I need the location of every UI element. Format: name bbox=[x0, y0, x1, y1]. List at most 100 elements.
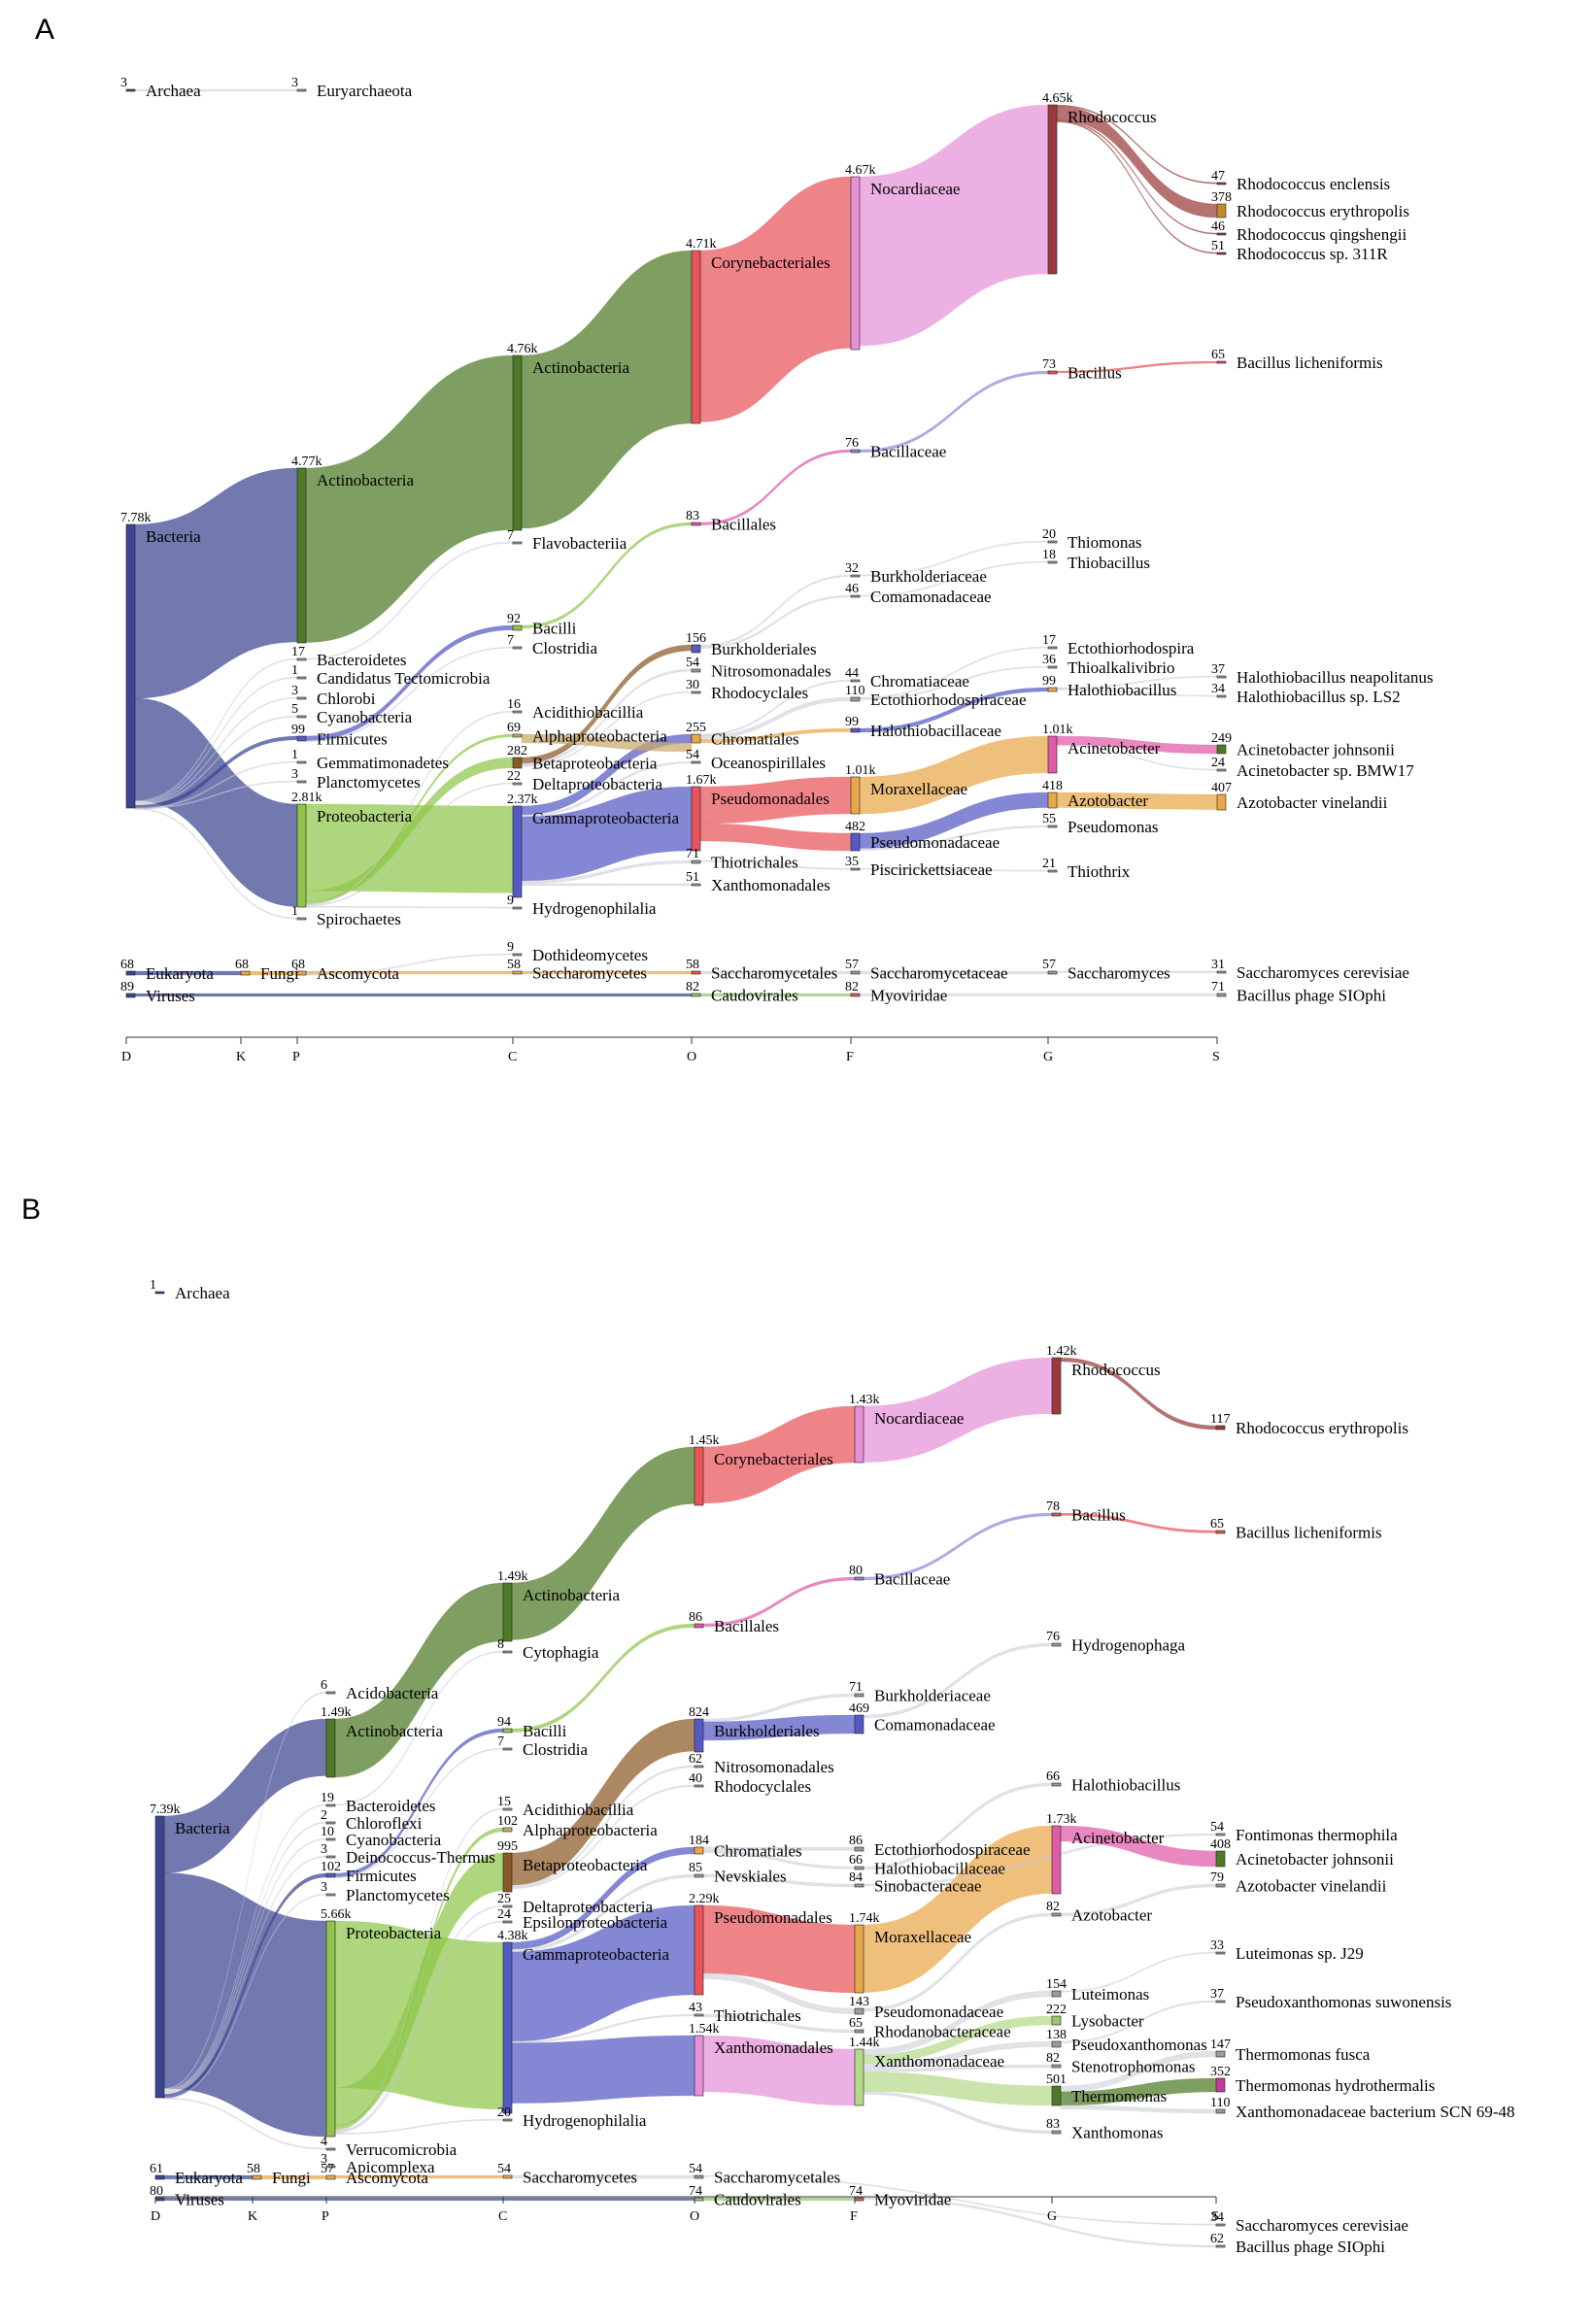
node-deino: 3 Deinococcus-Thermus bbox=[321, 1842, 495, 1867]
node-bar bbox=[1216, 793, 1227, 811]
node-value: 68 bbox=[120, 958, 134, 972]
node-bar bbox=[1215, 2108, 1226, 2114]
node-phage: 71 Bacillus phage SIOphi bbox=[1211, 980, 1386, 1005]
node-value: 58 bbox=[686, 958, 699, 972]
node-value: 46 bbox=[845, 582, 859, 596]
node-pseudoxan: 138 Pseudoxanthomonas bbox=[1046, 2028, 1207, 2054]
node-bar bbox=[512, 953, 523, 957]
node-value: 117 bbox=[1210, 1412, 1230, 1427]
node-value: 4.77k bbox=[291, 455, 322, 469]
node-bar bbox=[854, 1883, 864, 1888]
node-bar bbox=[512, 624, 523, 631]
node-nocard: 1.43k Nocardiaceae bbox=[849, 1393, 964, 1464]
node-name: Dothideomycetes bbox=[532, 946, 648, 964]
node-bar bbox=[1051, 2015, 1062, 2026]
node-bar bbox=[850, 993, 861, 997]
node-bar bbox=[691, 786, 701, 852]
node-bar bbox=[1216, 182, 1227, 185]
node-delta: 22 Deltaproteobacteria bbox=[507, 769, 662, 793]
node-value: 65 bbox=[1210, 1517, 1224, 1532]
node-name: Burkholderiales bbox=[714, 1722, 820, 1740]
node-name: Ascomycota bbox=[346, 2169, 428, 2187]
node-bar bbox=[1047, 540, 1058, 544]
node-actino_c: 1.49k Actinobacteria bbox=[497, 1569, 621, 1642]
node-bar bbox=[502, 1807, 513, 1811]
node-value: 7.39k bbox=[150, 1802, 181, 1817]
node-saccales: 54 Saccharomycetales bbox=[689, 2162, 840, 2187]
node-name: Halothiobacillus sp. LS2 bbox=[1237, 688, 1401, 706]
node-name: Xanthomonadaceae bbox=[874, 2052, 1004, 2071]
node-bar bbox=[691, 859, 701, 864]
node-name: Pseudomonadaceae bbox=[874, 2003, 1003, 2021]
node-name: Planctomycetes bbox=[317, 773, 421, 792]
node-value: 99 bbox=[291, 723, 305, 737]
node-value: 71 bbox=[849, 1680, 863, 1695]
node-coryne: 1.45k Corynebacteriales bbox=[689, 1433, 833, 1506]
node-name: Hydrogenophilalia bbox=[523, 2111, 647, 2130]
node-s_cerev: 34 Saccharomyces cerevisiae bbox=[1210, 2210, 1408, 2235]
node-name: Firmicutes bbox=[317, 730, 388, 749]
node-value: 7 bbox=[497, 1735, 504, 1749]
node-bar bbox=[1216, 768, 1227, 772]
node-bar bbox=[296, 696, 307, 700]
panel-b: B 7.39k Bacteria 1 Archaea 61 Eukaryota 80 Viru… bbox=[21, 1194, 1515, 2256]
link-xanthac-to-thermom bbox=[863, 2071, 1053, 2106]
node-bar bbox=[691, 690, 701, 694]
node-pseudoac: 143 Pseudomonadaceae bbox=[849, 1995, 1003, 2021]
node-b_lichen: 65 Bacillus licheniformis bbox=[1210, 1517, 1382, 1542]
node-name: Fontimonas thermophila bbox=[1236, 1826, 1398, 1844]
node-value: 1.54k bbox=[689, 2022, 720, 2037]
node-value: 84 bbox=[849, 1870, 863, 1885]
node-bar bbox=[502, 1827, 513, 1833]
node-bar bbox=[694, 1873, 704, 1878]
node-bar bbox=[325, 2147, 336, 2151]
node-chromat_o: 184 Chromatiales bbox=[689, 1834, 802, 1861]
node-name: Hydrogenophaga bbox=[1071, 1636, 1186, 1655]
node-bar bbox=[1047, 665, 1058, 669]
node-bacillales: 86 Bacillales bbox=[689, 1610, 779, 1635]
node-euk: 61 Eukaryota bbox=[150, 2162, 243, 2187]
node-value: 249 bbox=[1211, 731, 1232, 746]
node-eury: 3 Euryarchaeota bbox=[291, 76, 413, 100]
node-name: Actinobacteria bbox=[346, 1722, 444, 1740]
node-name: Nitrosomonadales bbox=[711, 662, 831, 681]
node-rhodanob: 65 Rhodanobacteraceae bbox=[849, 2016, 1011, 2041]
panel-b-label: B bbox=[21, 1194, 41, 1226]
node-alpha: 102 Alphaproteobacteria bbox=[497, 1814, 658, 1839]
node-value: 66 bbox=[849, 1853, 863, 1868]
node-name: Actinobacteria bbox=[317, 471, 415, 489]
node-chlorobi: 3 Chlorobi bbox=[291, 684, 376, 708]
node-value: 3 bbox=[291, 767, 298, 782]
link-coryne-to-nocard bbox=[699, 176, 852, 422]
node-value: 2 bbox=[321, 1808, 327, 1823]
node-bar bbox=[1051, 1782, 1062, 1787]
node-value: 20 bbox=[1042, 527, 1056, 542]
node-caudo: 74 Caudovirales bbox=[689, 2184, 801, 2209]
node-halothac: 99 Halothiobacillaceae bbox=[845, 715, 1001, 740]
node-name: Deltaproteobacteria bbox=[523, 1898, 653, 1916]
node-name: Caudovirales bbox=[714, 2191, 801, 2209]
node-bar bbox=[850, 594, 861, 598]
node-bar bbox=[512, 906, 523, 910]
node-name: Apicomplexa bbox=[346, 2158, 435, 2176]
node-apicomp: 3 Apicomplexa bbox=[321, 2152, 435, 2176]
rank-axis-label: D bbox=[151, 2209, 160, 2224]
node-halothac: 66 Halothiobacillaceae bbox=[849, 1853, 1005, 1878]
node-plancto: 3 Planctomycetes bbox=[291, 767, 421, 792]
node-bar bbox=[502, 1852, 513, 1893]
node-name: Stenotrophomonas bbox=[1071, 2058, 1196, 2076]
node-bacillales: 83 Bacillales bbox=[686, 509, 776, 534]
node-value: 20 bbox=[497, 2105, 511, 2120]
node-bar bbox=[1216, 232, 1227, 236]
node-beta: 995 Betaproteobacteria bbox=[497, 1839, 648, 1893]
node-bacillus_g: 78 Bacillus bbox=[1046, 1499, 1126, 1525]
node-value: 85 bbox=[689, 1861, 702, 1875]
node-name: Acidithiobacillia bbox=[532, 703, 644, 722]
node-bar bbox=[691, 668, 701, 673]
node-name: Eukaryota bbox=[146, 964, 214, 983]
node-azoto_g: 82 Azotobacter bbox=[1046, 1900, 1152, 1925]
link-rhodoc_g-to-r_311r bbox=[1056, 120, 1218, 254]
node-bar bbox=[296, 760, 307, 764]
node-a_johnsonii: 249 Acinetobacter johnsonii bbox=[1211, 731, 1395, 759]
node-name: Saccharomycetaceae bbox=[870, 964, 1008, 983]
